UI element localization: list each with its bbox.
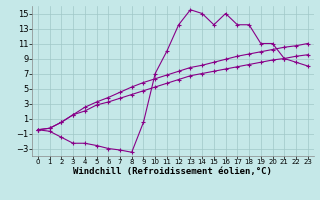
X-axis label: Windchill (Refroidissement éolien,°C): Windchill (Refroidissement éolien,°C) [73, 167, 272, 176]
